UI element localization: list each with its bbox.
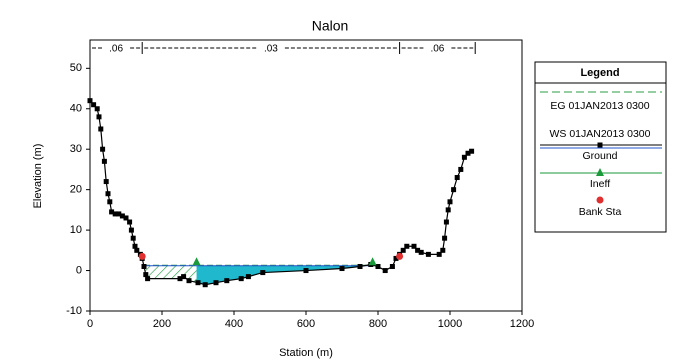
x-tick-label: 1200 xyxy=(510,318,534,330)
ground-point xyxy=(116,211,122,217)
chart-title: Nalon xyxy=(312,18,349,34)
legend-box xyxy=(534,61,667,233)
ground-point xyxy=(382,268,388,274)
ineff-point xyxy=(192,257,201,266)
x-tick-label: 1000 xyxy=(438,318,462,330)
y-tick-label: 30 xyxy=(70,143,82,155)
ground-point xyxy=(245,274,251,280)
ground-point xyxy=(465,150,471,156)
ground-point xyxy=(112,211,118,217)
ground-point xyxy=(447,199,453,205)
ground-point xyxy=(469,148,475,154)
x-tick-label: 200 xyxy=(153,318,171,330)
ground-point xyxy=(103,179,109,185)
ground-point xyxy=(181,274,187,280)
ground-point xyxy=(260,270,266,276)
ground-point xyxy=(101,158,107,164)
ground-point xyxy=(107,199,113,205)
legend-label: EG 01JAN2013 0300 xyxy=(550,100,649,112)
n-label: .06 xyxy=(109,44,123,55)
ground-point xyxy=(238,276,244,282)
ground-point xyxy=(454,175,460,181)
y-tick-label: 40 xyxy=(70,103,82,115)
n-label: .03 xyxy=(264,44,278,55)
ground-point xyxy=(425,251,431,257)
ground-point xyxy=(105,191,111,197)
legend-label: Bank Sta xyxy=(579,206,622,218)
ground-point xyxy=(195,280,201,286)
ground-point xyxy=(128,227,134,233)
ground-point xyxy=(94,106,100,112)
ground-point xyxy=(415,247,421,253)
ground-point xyxy=(143,272,149,278)
y-tick-label: -10 xyxy=(66,305,82,317)
ground-point xyxy=(134,247,140,253)
x-tick-label: 400 xyxy=(225,318,243,330)
ground-point xyxy=(119,213,125,219)
legend-swatch xyxy=(596,168,604,176)
ground-point xyxy=(127,219,133,225)
ground-point xyxy=(123,215,129,221)
water-fill xyxy=(196,265,375,287)
ground-point xyxy=(132,243,138,249)
y-tick-label: 50 xyxy=(70,62,82,74)
ground-point xyxy=(458,166,464,172)
ground-point xyxy=(442,235,448,241)
legend-swatch xyxy=(596,196,604,204)
ground-point xyxy=(98,126,104,132)
ground-point xyxy=(145,276,151,282)
legend-label: WS 01JAN2013 0300 xyxy=(550,128,651,140)
ground-point xyxy=(443,219,449,225)
x-tick-label: 600 xyxy=(297,318,315,330)
ground-point xyxy=(130,235,136,241)
ground-point xyxy=(389,264,395,270)
ground-point xyxy=(177,276,183,282)
ground-point xyxy=(303,268,309,274)
ground-point xyxy=(109,209,115,215)
x-axis-label: Station (m) xyxy=(279,347,333,359)
x-tick-label: 0 xyxy=(87,318,93,330)
ground-point xyxy=(418,249,424,255)
legend-label: Ineff xyxy=(590,178,610,190)
y-tick-label: 0 xyxy=(76,264,82,276)
n-label: .06 xyxy=(430,44,444,55)
legend-swatch xyxy=(597,142,603,148)
ground-point xyxy=(202,282,208,288)
ground-point xyxy=(404,243,410,249)
ground-point xyxy=(451,187,457,193)
ground-point xyxy=(224,278,230,284)
ground-point xyxy=(436,251,442,257)
legend-title: Legend xyxy=(580,67,619,79)
bank-point xyxy=(138,252,146,260)
ground-point xyxy=(96,114,102,120)
ground-point xyxy=(100,146,106,152)
ground-point xyxy=(393,255,399,261)
ground-line xyxy=(89,100,472,286)
ground-point xyxy=(141,264,147,270)
ground-point xyxy=(357,264,363,270)
ground-point xyxy=(461,154,467,160)
ground-point xyxy=(375,264,381,270)
ground-point xyxy=(87,98,93,104)
y-tick-label: 20 xyxy=(70,184,82,196)
ground-point xyxy=(339,266,345,272)
y-tick-label: 10 xyxy=(70,224,82,236)
ground-point xyxy=(445,207,451,213)
ground-point xyxy=(400,247,406,253)
y-axis-label: Elevation (m) xyxy=(32,144,44,209)
ineff-point xyxy=(368,257,377,266)
ground-point xyxy=(91,102,97,108)
ineffective-fill xyxy=(144,265,197,287)
legend-label: Ground xyxy=(582,150,617,162)
bank-point xyxy=(396,252,404,260)
ground-point xyxy=(213,280,219,286)
x-tick-label: 800 xyxy=(369,318,387,330)
ground-point xyxy=(411,243,417,249)
ground-point xyxy=(186,278,192,284)
ground-point xyxy=(440,247,446,253)
